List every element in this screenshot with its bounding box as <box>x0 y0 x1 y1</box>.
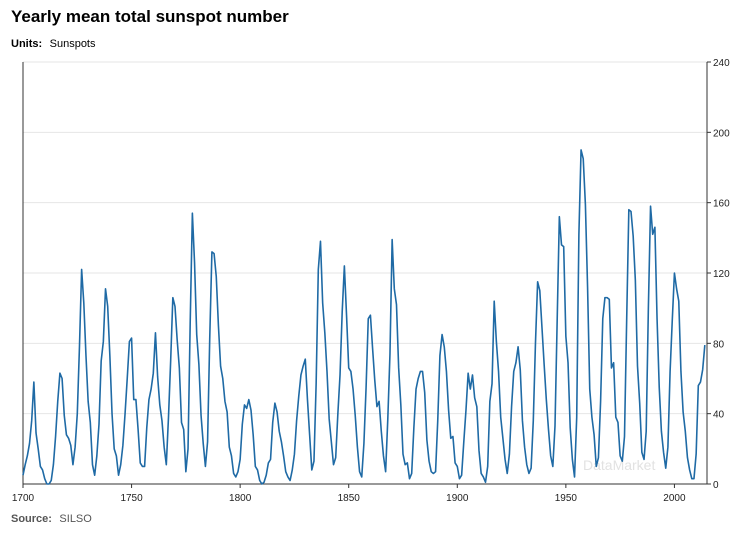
y-tick-label: 240 <box>713 58 730 69</box>
chart-title: Yearly mean total sunspot number <box>11 7 289 26</box>
x-tick-label: 1800 <box>229 493 252 504</box>
units-line: Units: Sunspots <box>11 34 96 51</box>
units-value: Sunspots <box>50 38 96 50</box>
y-tick-label: 80 <box>713 339 725 350</box>
x-tick-label: 1950 <box>555 493 578 504</box>
y-tick-label: 0 <box>713 480 719 491</box>
x-tick-label: 1750 <box>120 493 143 504</box>
x-tick-label: 1850 <box>338 493 361 504</box>
gridlines <box>23 61 707 415</box>
x-tick-label: 1900 <box>446 493 469 504</box>
y-tick-label: 200 <box>713 128 730 139</box>
x-tick-label: 1700 <box>12 493 35 504</box>
series-group <box>22 149 706 485</box>
y-tick-label: 160 <box>713 199 730 210</box>
y-tick-label: 40 <box>713 410 725 421</box>
source-value: SILSO <box>59 513 92 525</box>
y-tick-labels: 0 40 80 120 160 200 240 <box>707 58 730 491</box>
source-label: Source: <box>11 513 52 525</box>
series-line <box>22 149 706 485</box>
source-line: Source: SILSO <box>11 509 92 526</box>
x-tick-label: 2000 <box>663 493 686 504</box>
y-tick-label: 120 <box>713 269 730 280</box>
units-label: Units: <box>11 38 42 50</box>
watermark: DataMarket <box>583 457 655 473</box>
x-tick-labels: 1700 1750 1800 1850 1900 1950 2000 <box>12 484 686 504</box>
